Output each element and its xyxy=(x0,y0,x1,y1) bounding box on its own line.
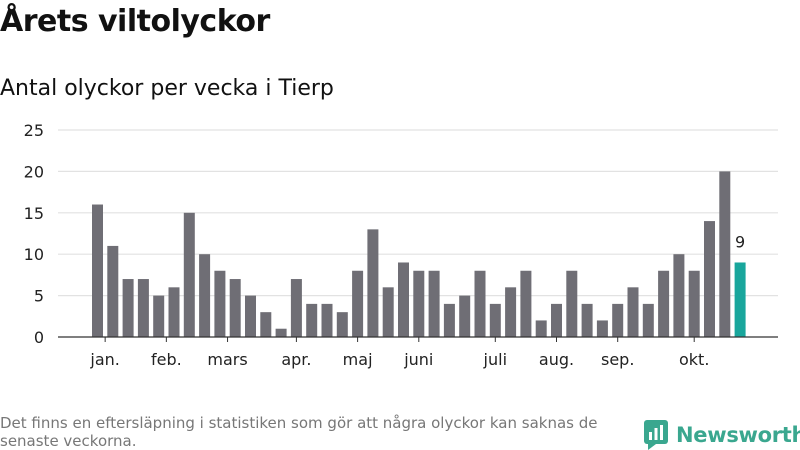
y-tick-label: 15 xyxy=(24,204,44,223)
bar xyxy=(642,303,654,337)
bar-chart: 0 5 10 15 20 25 jan. feb. mars apr. maj juni juli au… xyxy=(24,121,778,369)
bar xyxy=(443,303,455,337)
y-tick-label: 0 xyxy=(34,328,44,347)
bar xyxy=(260,312,272,337)
x-tick-label: okt. xyxy=(679,350,709,369)
bar xyxy=(398,262,409,337)
bar xyxy=(520,270,532,337)
bar xyxy=(352,270,364,337)
chart-title: Årets viltolyckor xyxy=(0,4,270,39)
x-tick-label: feb. xyxy=(151,350,182,369)
bar xyxy=(688,270,700,337)
bar xyxy=(168,287,180,337)
bar xyxy=(489,303,501,337)
highlight-data-label: 9 xyxy=(735,232,745,251)
bar xyxy=(306,303,318,337)
bar xyxy=(673,254,685,337)
bar xyxy=(596,320,608,337)
data-labels: 9 xyxy=(735,232,745,251)
bar xyxy=(627,287,639,337)
bar xyxy=(336,312,348,337)
y-axis-ticks: 0 5 10 15 20 25 xyxy=(24,121,44,347)
bar xyxy=(245,295,256,337)
bar xyxy=(275,328,287,337)
bar xyxy=(382,287,394,337)
bar xyxy=(658,270,670,337)
x-tick-label: apr. xyxy=(281,350,311,369)
bar xyxy=(92,204,103,337)
bar xyxy=(107,245,119,337)
y-tick-label: 5 xyxy=(34,287,44,306)
x-tick-label: juli xyxy=(483,350,507,369)
bar xyxy=(535,320,547,337)
bar xyxy=(719,171,731,337)
y-tick-label: 25 xyxy=(24,121,44,140)
x-tick-label: juni xyxy=(403,350,433,369)
x-tick-label: mars xyxy=(207,350,247,369)
x-axis-ticks: jan. feb. mars apr. maj juni juli aug. sep. okt. xyxy=(89,337,709,369)
brand-name: Newsworthy xyxy=(676,423,800,447)
y-tick-label: 10 xyxy=(24,245,44,264)
bars xyxy=(58,171,778,338)
bar xyxy=(321,303,333,337)
x-tick-label: sep. xyxy=(601,350,634,369)
bar xyxy=(229,279,241,337)
bar xyxy=(612,303,624,337)
bar xyxy=(137,279,149,337)
bar-chart-logo-icon xyxy=(644,420,668,450)
bar xyxy=(428,270,440,337)
bar-highlight xyxy=(734,262,746,337)
bar xyxy=(566,270,578,337)
bar xyxy=(199,254,211,337)
x-tick-label: jan. xyxy=(89,350,119,369)
gridlines xyxy=(58,129,778,297)
bar xyxy=(122,279,134,337)
bar xyxy=(214,270,226,337)
bar xyxy=(474,270,486,337)
bar xyxy=(367,229,379,337)
chart-subtitle: Antal olyckor per vecka i Tierp xyxy=(0,76,334,101)
bar xyxy=(505,287,517,337)
bar xyxy=(183,212,195,337)
bar xyxy=(581,303,593,337)
x-tick-label: aug. xyxy=(539,350,574,369)
bar xyxy=(459,295,471,337)
bar xyxy=(413,270,425,337)
bar xyxy=(704,221,715,337)
bar xyxy=(153,295,165,337)
x-tick-label: maj xyxy=(343,350,373,369)
footnote: Det finns en eftersläpning i statistiken… xyxy=(0,414,598,450)
y-tick-label: 20 xyxy=(24,162,44,181)
bar xyxy=(551,303,562,337)
bar xyxy=(290,279,302,337)
brand[interactable]: Newsworthy xyxy=(644,420,800,450)
